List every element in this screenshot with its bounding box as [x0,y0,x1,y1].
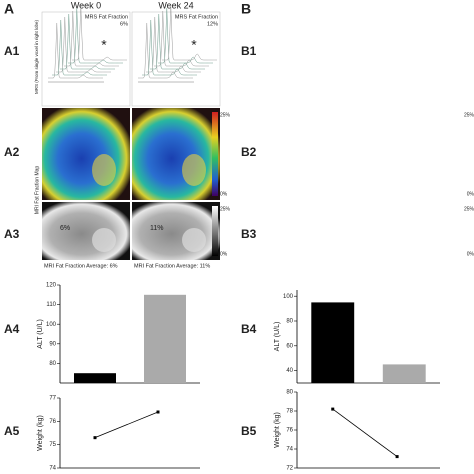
star: * [101,37,107,53]
map-axis-label: MRI Fat Fraction Map [34,166,40,215]
row-label: A3 [4,227,20,241]
spectrum-trace [56,16,111,73]
y-tick-label: 100 [283,294,294,300]
spectrum-trace [162,4,217,61]
week-label: Week 24 [158,0,193,10]
row-label: A2 [4,145,20,159]
y-tick-label: 77 [49,396,56,402]
spectrum-trace [146,16,201,73]
line [332,408,398,457]
grayscale-map [132,202,220,260]
y-tick-label: 40 [286,368,293,374]
row-label: A5 [4,424,20,438]
overlay-value: 6% [60,225,70,232]
colorbar-label: 0% [220,191,228,197]
y-tick-label: 90 [49,341,56,347]
y-tick-label: 74 [49,466,56,472]
line [94,411,159,439]
spectrum-panel [131,11,221,107]
row-label: B4 [241,322,257,336]
map-structure [182,154,206,186]
overlay-value: 11% [150,225,164,232]
y-tick-label: 80 [286,319,293,325]
panel-letter: A [4,1,14,17]
mrs-axis-label: MRS (From single voxel in right lobe) [34,19,39,94]
y-tick-label: 74 [286,447,293,453]
y-tick-label: 76 [49,419,56,425]
y-tick-label: 60 [286,343,293,349]
spectrum-trace [68,7,123,64]
bar [382,364,426,383]
marker [93,436,97,440]
panel-letter: B [241,1,251,17]
spectrum-trace [142,19,197,76]
average-caption: MRI Fat Fraction Average: 11% [134,263,210,269]
y-tick-label: 80 [286,390,293,396]
y-tick-label: 72 [286,466,293,472]
fat-fraction-map [132,108,220,200]
colorbar-label: 0% [467,251,474,257]
y-tick-label: 75 [49,442,56,448]
bar [74,373,116,383]
row-label: B3 [241,227,257,241]
fat-fraction-map [42,108,130,200]
spectrum-trace [72,4,127,61]
marker [395,455,399,459]
mrs-value: 12% [207,21,218,27]
colorbar-label: 25% [464,112,474,118]
y-tick-label: 80 [49,361,56,367]
map-structure [182,228,206,252]
y-tick-label: 78 [286,409,293,415]
grayscale-map [42,202,130,260]
spectrum-trace [150,13,205,70]
week-label: Week 0 [71,0,101,10]
bar [144,294,186,383]
y-tick-label: 110 [46,302,56,308]
row-label: B1 [241,44,257,58]
marker [156,410,160,414]
y-axis-label: Weight (kg) [37,415,44,451]
colorbar-label: 25% [464,206,474,212]
row-label: A1 [4,44,20,58]
mrs-value: 6% [120,21,128,27]
bar [311,302,355,383]
row-label: B2 [241,145,257,159]
map-structure [92,228,116,252]
map-structure [92,154,116,186]
y-axis-label: ALT (U/L) [37,319,44,349]
average-caption: MRI Fat Fraction Average: 6% [44,263,118,269]
y-tick-label: 120 [46,283,57,289]
mrs-title: MRS Fat Fraction [175,14,218,20]
spectrum-trace [64,10,119,67]
spectrum-trace [154,10,209,67]
row-label: A4 [4,322,20,336]
spectrum-trace [158,7,213,64]
star: * [191,37,197,53]
colorbar-label: 25% [220,112,231,118]
spectrum-trace [48,22,103,79]
colorbar-label: 0% [467,191,474,197]
colorbar [212,206,218,256]
spectrum-trace [60,13,115,70]
colorbar-label: 0% [220,251,228,257]
marker [331,407,335,411]
y-axis-label: ALT (U/L) [274,322,281,352]
colorbar-label: 25% [220,206,231,212]
mrs-title: MRS Fat Fraction [85,14,128,20]
y-tick-label: 76 [286,428,293,434]
spectrum-trace [138,22,193,79]
colorbar [212,112,218,196]
y-axis-label: Weight (kg) [274,412,281,448]
spectrum-trace [52,19,107,76]
spectrum-panel [41,11,131,107]
row-label: B5 [241,424,257,438]
y-tick-label: 100 [46,322,57,328]
